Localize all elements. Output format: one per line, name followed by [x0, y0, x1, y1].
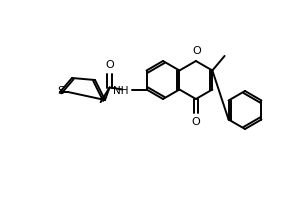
- Text: O: O: [191, 117, 200, 127]
- Text: NH: NH: [113, 86, 128, 96]
- Text: O: O: [193, 46, 201, 56]
- Text: S: S: [57, 86, 64, 96]
- Text: O: O: [105, 60, 114, 70]
